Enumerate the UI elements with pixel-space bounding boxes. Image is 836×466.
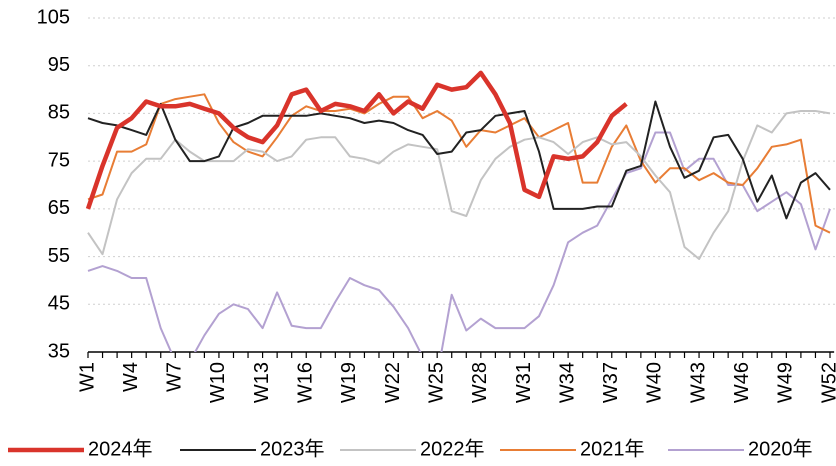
x-tick-label: W28 — [469, 362, 491, 403]
x-tick-label: W52 — [818, 362, 836, 403]
x-tick-label: W31 — [513, 362, 535, 403]
x-tick-label: W16 — [295, 362, 317, 403]
x-tick-label: W1 — [76, 362, 98, 392]
y-tick-label: 45 — [48, 293, 70, 315]
plot-area — [85, 70, 831, 352]
x-tick-label: W10 — [207, 362, 229, 403]
x-tick-label: W19 — [338, 362, 360, 403]
x-tick-label: W4 — [120, 362, 142, 392]
series-line — [87, 100, 831, 220]
legend-label: 2024年 — [88, 437, 153, 460]
x-tick-label: W22 — [382, 362, 404, 403]
y-tick-label: 65 — [48, 197, 70, 219]
legend-label: 2023年 — [260, 437, 325, 460]
x-tick-label: W43 — [687, 362, 709, 403]
x-tick-label: W46 — [731, 362, 753, 403]
series-line — [85, 70, 628, 210]
x-tick-label: W40 — [644, 362, 666, 403]
y-tick-label: 35 — [48, 340, 70, 362]
y-tick-label: 85 — [48, 102, 70, 124]
x-tick-label: W25 — [425, 362, 447, 403]
x-tick-label: W7 — [164, 362, 186, 392]
x-tick-label: W13 — [251, 362, 273, 403]
y-tick-label: 105 — [37, 6, 70, 28]
y-tick-label: 95 — [48, 54, 70, 76]
y-tick-label: 75 — [48, 149, 70, 171]
series-line — [87, 110, 831, 260]
legend-label: 2021年 — [580, 437, 645, 460]
x-tick-label: W37 — [600, 362, 622, 403]
series-line — [87, 131, 831, 352]
x-tick-label: W34 — [556, 362, 578, 403]
series-line — [87, 93, 831, 234]
legend-label: 2022年 — [420, 437, 485, 460]
legend-label: 2020年 — [748, 437, 813, 460]
y-tick-label: 55 — [48, 245, 70, 267]
x-tick-label: W49 — [775, 362, 797, 403]
